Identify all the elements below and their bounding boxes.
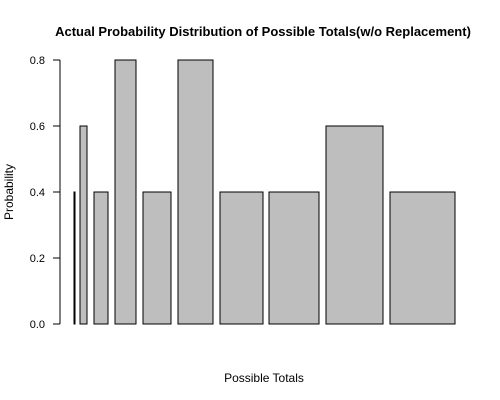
x-axis-label: Possible Totals <box>224 371 304 385</box>
y-tick-label: 0.2 <box>30 253 45 265</box>
chart-title: Actual Probability Distribution of Possi… <box>55 24 471 39</box>
y-axis-label: Probability <box>2 164 16 220</box>
bar <box>177 59 214 325</box>
bar <box>93 191 109 325</box>
bar <box>325 125 384 325</box>
bar <box>268 191 320 325</box>
bar <box>219 191 264 325</box>
bar <box>114 59 137 325</box>
bar <box>73 191 76 325</box>
bar <box>389 191 456 325</box>
y-tick-label: 0.6 <box>30 121 45 133</box>
y-tick-label: 0.8 <box>30 55 45 67</box>
y-tick-label: 0.0 <box>30 319 45 331</box>
bar <box>79 125 88 325</box>
bars-group <box>73 59 456 325</box>
y-axis: 0.0 0.2 0.4 0.6 0.8 <box>30 55 61 331</box>
bar <box>142 191 172 325</box>
y-tick-label: 0.4 <box>30 187 45 199</box>
